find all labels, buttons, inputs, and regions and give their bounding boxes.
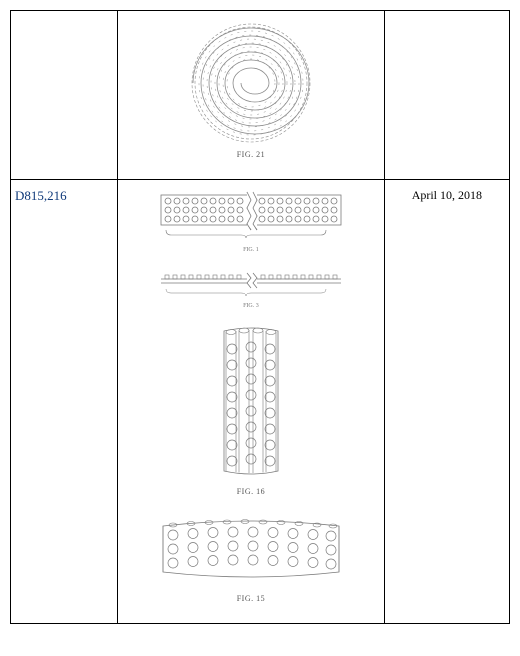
issue-date: April 10, 2018 xyxy=(389,184,505,203)
cell-right-2: April 10, 2018 xyxy=(384,180,509,624)
cell-mid-2: FIG. 1 xyxy=(118,180,385,624)
figure-1-block: FIG. 1 xyxy=(122,190,380,257)
figure-16-caption: FIG. 16 xyxy=(237,487,265,496)
figure-21-caption: FIG. 21 xyxy=(237,150,265,159)
table-row: D815,216 xyxy=(11,180,510,624)
figure-3-drawing xyxy=(151,267,351,301)
figure-15-drawing xyxy=(151,512,351,590)
figure-1-drawing xyxy=(151,190,351,245)
figure-3-block: FIG. 3 xyxy=(122,267,380,313)
cell-right-1 xyxy=(384,11,509,180)
figure-1-caption: FIG. 1 xyxy=(243,247,259,253)
figure-16-block: FIG. 16 xyxy=(122,323,380,502)
cell-left-1 xyxy=(11,11,118,180)
cell-mid-1: FIG. 21 xyxy=(118,11,385,180)
cell-left-2: D815,216 xyxy=(11,180,118,624)
figure-21-drawing xyxy=(181,21,321,146)
patent-number: D815,216 xyxy=(15,184,113,204)
figure-16-drawing xyxy=(206,323,296,483)
figure-15-caption: FIG. 15 xyxy=(237,594,265,603)
document-table: FIG. 21 D815,216 xyxy=(10,10,510,624)
figure-21-block: FIG. 21 xyxy=(122,21,380,165)
figure-3-caption: FIG. 3 xyxy=(243,303,259,309)
table-row: FIG. 21 xyxy=(11,11,510,180)
figure-15-block: FIG. 15 xyxy=(122,512,380,609)
